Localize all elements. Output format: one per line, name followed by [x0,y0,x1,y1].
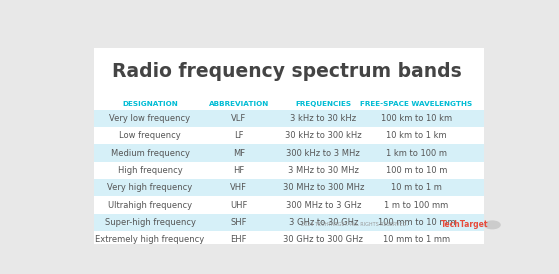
Text: 3 MHz to 30 MHz: 3 MHz to 30 MHz [288,166,359,175]
Text: VHF: VHF [230,183,247,192]
Text: EHF: EHF [230,235,247,244]
Text: 1 m to 100 mm: 1 m to 100 mm [385,201,448,210]
Text: 300 kHz to 3 MHz: 300 kHz to 3 MHz [286,149,360,158]
FancyBboxPatch shape [94,48,484,232]
Text: Very low frequency: Very low frequency [110,114,191,123]
Text: 10 km to 1 km: 10 km to 1 km [386,131,447,140]
Text: Medium frequency: Medium frequency [111,149,190,158]
FancyBboxPatch shape [94,179,484,196]
FancyBboxPatch shape [94,127,484,144]
FancyBboxPatch shape [94,196,484,214]
Text: Super-high frequency: Super-high frequency [105,218,196,227]
Text: 100 mm to 10 mm: 100 mm to 10 mm [378,218,455,227]
Text: HF: HF [233,166,244,175]
Text: 30 kHz to 300 kHz: 30 kHz to 300 kHz [285,131,362,140]
Text: Ultrahigh frequency: Ultrahigh frequency [108,201,192,210]
FancyBboxPatch shape [94,110,484,127]
Text: 100 km to 10 km: 100 km to 10 km [381,114,452,123]
Text: 100 m to 10 m: 100 m to 10 m [386,166,447,175]
FancyBboxPatch shape [94,214,484,231]
Text: UHF: UHF [230,201,248,210]
Text: 2023 TECHTARGET. ALL RIGHTS RESERVED.: 2023 TECHTARGET. ALL RIGHTS RESERVED. [301,222,408,227]
Text: Extremely high frequency: Extremely high frequency [96,235,205,244]
Text: ABBREVIATION: ABBREVIATION [209,101,269,107]
Text: SHF: SHF [230,218,247,227]
FancyBboxPatch shape [94,162,484,179]
Text: 30 GHz to 300 GHz: 30 GHz to 300 GHz [283,235,363,244]
Text: 30 MHz to 300 MHz: 30 MHz to 300 MHz [283,183,364,192]
FancyBboxPatch shape [94,231,484,248]
FancyBboxPatch shape [94,144,484,162]
Text: FREE-SPACE WAVELENGTHS: FREE-SPACE WAVELENGTHS [361,101,472,107]
Text: Low frequency: Low frequency [119,131,181,140]
Text: Radio frequency spectrum bands: Radio frequency spectrum bands [112,62,461,81]
Text: TechTarget: TechTarget [440,220,488,229]
Text: Very high frequency: Very high frequency [107,183,193,192]
Text: 300 MHz to 3 GHz: 300 MHz to 3 GHz [286,201,361,210]
Text: VLF: VLF [231,114,247,123]
Text: 1 km to 100 m: 1 km to 100 m [386,149,447,158]
Text: FREQUENCIES: FREQUENCIES [295,101,352,107]
Text: 10 m to 1 m: 10 m to 1 m [391,183,442,192]
Text: LF: LF [234,131,244,140]
Text: DESIGNATION: DESIGNATION [122,101,178,107]
Text: MF: MF [233,149,245,158]
Text: 3 kHz to 30 kHz: 3 kHz to 30 kHz [290,114,357,123]
Text: 3 GHz to 30 GHz: 3 GHz to 30 GHz [288,218,358,227]
Text: 10 mm to 1 mm: 10 mm to 1 mm [383,235,450,244]
Circle shape [485,221,500,229]
Text: High frequency: High frequency [117,166,182,175]
